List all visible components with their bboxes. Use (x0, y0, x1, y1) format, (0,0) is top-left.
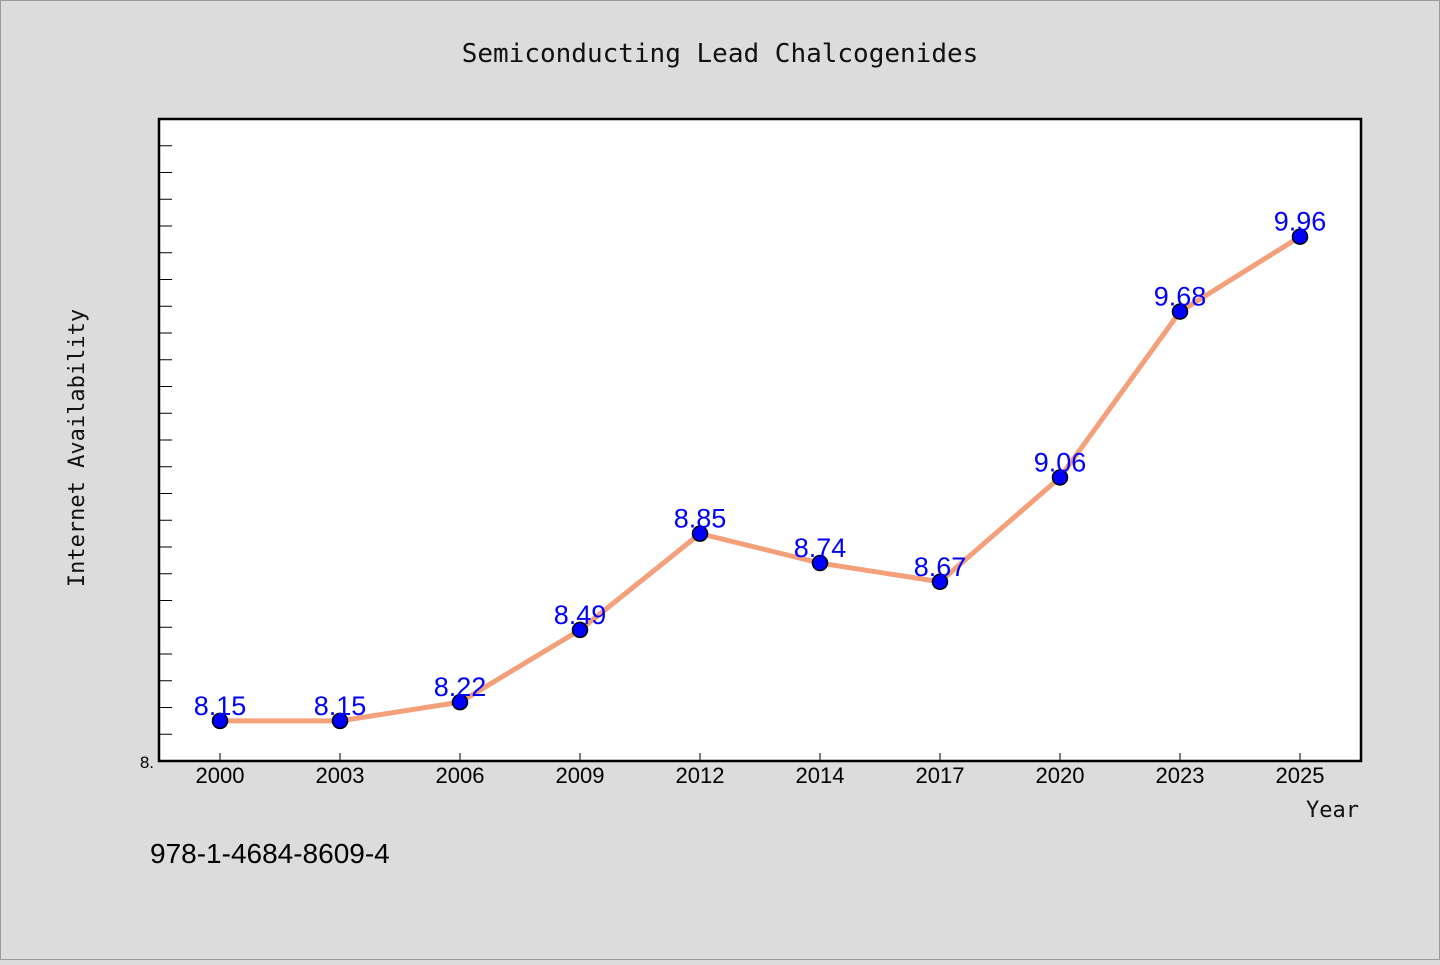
data-point (811, 554, 829, 572)
x-tick-label: 2009 (556, 763, 605, 788)
data-point (211, 712, 229, 730)
x-tick-label: 2023 (1156, 763, 1205, 788)
x-axis-title: Year (1306, 798, 1359, 823)
data-point (1291, 228, 1309, 245)
x-tick-label: 2020 (1036, 763, 1085, 788)
series-line (217, 234, 1303, 724)
data-label: 8.49 (554, 600, 607, 630)
y-tick-label: 8. (140, 753, 154, 772)
data-label: 9.96 (1274, 207, 1327, 237)
x-tick-label: 2006 (436, 763, 485, 788)
data-point (1171, 303, 1189, 320)
series-group: 8.15 8.15 8.22 8.49 8.85 8.74 8.67 9.06 9.68 9.96 (194, 207, 1327, 730)
x-tick-label: 2017 (916, 763, 965, 788)
x-tick-label: 2025 (1276, 763, 1325, 788)
data-label: 9.68 (1154, 282, 1207, 312)
plot-area (157, 117, 1363, 763)
x-tick-label: 2012 (676, 763, 725, 788)
data-point (931, 573, 949, 591)
x-tick-label: 2003 (316, 763, 365, 788)
data-point (451, 693, 469, 711)
x-tick-label: 2014 (796, 763, 845, 788)
isbn-text: 978-1-4684-8609-4 (150, 838, 390, 869)
x-axis-ticks (219, 753, 1301, 761)
data-point (571, 621, 589, 639)
data-label: 8.85 (674, 504, 727, 534)
data-label: 8.22 (434, 672, 487, 702)
data-label: 8.74 (794, 533, 847, 563)
chart-title: Semiconducting Lead Chalcogenides (462, 39, 979, 69)
data-point (331, 712, 349, 730)
data-point (691, 525, 709, 542)
data-label: 9.06 (1034, 447, 1087, 477)
x-tick-label: 2000 (196, 763, 245, 788)
data-label: 8.15 (314, 691, 367, 721)
x-tick-labels: 2000 2003 2006 2009 2012 2014 2017 2020 2023 2025 (196, 763, 1325, 788)
y-axis-title: Internet Availability (65, 309, 90, 587)
data-point (1051, 469, 1069, 486)
data-label: 8.15 (194, 691, 247, 721)
data-label: 8.67 (914, 552, 967, 582)
y-axis-ticks (159, 145, 172, 735)
